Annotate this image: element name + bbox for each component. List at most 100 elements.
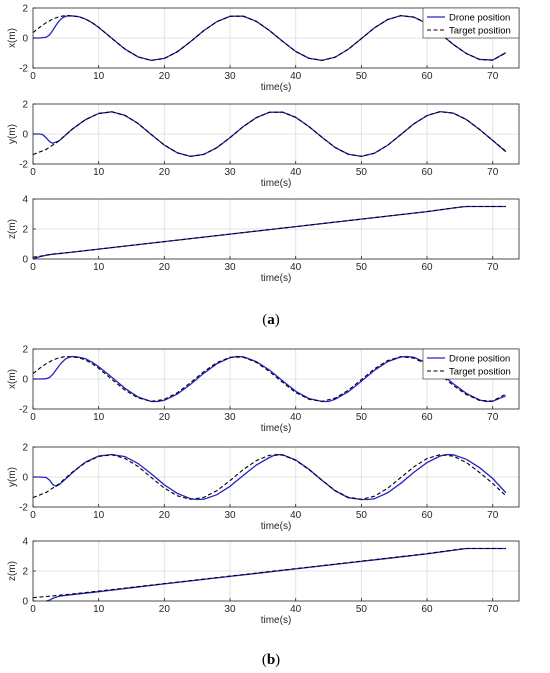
- drone-position-line: [33, 453, 507, 501]
- x-tick-label: 0: [30, 167, 36, 178]
- legend-target-label: Target position: [449, 367, 511, 378]
- x-tick-label: 0: [30, 412, 36, 423]
- x-tick-label: 0: [30, 604, 36, 615]
- x-tick-label: 70: [487, 412, 499, 423]
- y-tick-label: 2: [22, 345, 28, 356]
- drone-position-line: [33, 355, 507, 403]
- target-position-line: [32, 454, 507, 500]
- y-tick-label: 4: [22, 537, 28, 548]
- y-tick-label: -2: [19, 64, 28, 75]
- x-tick-label: 10: [93, 604, 105, 615]
- x-tick-label: 60: [421, 412, 433, 423]
- x-tick-label: 30: [224, 510, 236, 521]
- y-tick-label: 2: [22, 4, 28, 15]
- y-tick-label: 0: [22, 255, 28, 266]
- x-tick-label: 30: [224, 71, 236, 82]
- subplot-b-z: 0 10 20 30 40 50 60 70 0 2 4 time(s) z(m): [7, 537, 520, 626]
- x-tick-label: 70: [487, 510, 499, 521]
- x-tick-label: 60: [421, 510, 433, 521]
- x-tick-label: 60: [421, 71, 433, 82]
- x-tick-label: 40: [290, 604, 302, 615]
- x-tick-label: 50: [356, 262, 368, 273]
- caption-a: (a): [262, 312, 280, 328]
- x-tick-label: 60: [421, 604, 433, 615]
- x-tick-label: 40: [290, 510, 302, 521]
- x-tick-label: 70: [487, 167, 499, 178]
- y-tick-label: 2: [22, 100, 28, 111]
- caption-b: (b): [262, 652, 280, 668]
- y-tick-label: 0: [22, 130, 28, 141]
- y-axis-label: z(m): [7, 561, 18, 581]
- x-tick-label: 30: [224, 262, 236, 273]
- x-tick-label: 10: [93, 262, 105, 273]
- y-tick-label: 2: [22, 567, 28, 578]
- target-position-line: [32, 205, 506, 258]
- x-tick-label: 20: [159, 167, 171, 178]
- x-tick-label: 0: [30, 262, 36, 273]
- target-position-line: [32, 111, 507, 157]
- legend-drone-label: Drone position: [449, 13, 510, 24]
- y-tick-label: -2: [19, 503, 28, 514]
- x-tick-label: 60: [421, 262, 433, 273]
- x-axis-label: time(s): [261, 615, 292, 626]
- x-tick-label: 40: [290, 71, 302, 82]
- x-tick-label: 50: [356, 604, 368, 615]
- x-tick-label: 50: [356, 71, 368, 82]
- x-tick-label: 50: [356, 167, 368, 178]
- y-axis-label: x(m): [7, 28, 18, 48]
- x-tick-label: 10: [93, 167, 105, 178]
- y-tick-label: -2: [19, 405, 28, 416]
- x-tick-label: 30: [224, 604, 236, 615]
- target-position-line: [32, 355, 507, 402]
- x-tick-label: 70: [487, 71, 499, 82]
- x-tick-label: 20: [159, 604, 171, 615]
- legend-box: [422, 7, 520, 39]
- y-axis-label: y(m): [7, 467, 18, 487]
- x-tick-label: 10: [93, 71, 105, 82]
- legend: Drone position Target position: [422, 7, 520, 39]
- y-tick-label: 4: [22, 195, 28, 206]
- x-axis-label: time(s): [261, 521, 292, 532]
- legend-box: [422, 348, 520, 380]
- x-tick-label: 0: [30, 510, 36, 521]
- legend-target-label: Target position: [449, 26, 511, 37]
- x-tick-label: 0: [30, 71, 36, 82]
- y-axis-label: z(m): [7, 219, 18, 239]
- x-axis-label: time(s): [261, 423, 292, 434]
- x-tick-label: 20: [159, 262, 171, 273]
- x-tick-label: 30: [224, 412, 236, 423]
- x-tick-label: 20: [159, 510, 171, 521]
- legend-drone-label: Drone position: [449, 354, 510, 365]
- x-tick-label: 40: [290, 262, 302, 273]
- x-tick-label: 40: [290, 167, 302, 178]
- x-axis-label: time(s): [261, 82, 292, 93]
- y-tick-label: 0: [22, 597, 28, 608]
- subplot-a-z: 0 10 20 30 40 50 60 70 0 2 4 time(s) z(m): [7, 195, 520, 284]
- x-tick-label: 70: [487, 262, 499, 273]
- x-tick-label: 40: [290, 412, 302, 423]
- x-tick-label: 30: [224, 167, 236, 178]
- y-tick-label: 2: [22, 443, 28, 454]
- x-tick-label: 50: [356, 412, 368, 423]
- x-tick-label: 50: [356, 510, 368, 521]
- y-tick-label: -2: [19, 160, 28, 171]
- y-axis-label: y(m): [7, 124, 18, 144]
- target-position-line: [32, 547, 506, 599]
- y-tick-label: 2: [22, 225, 28, 236]
- legend: Drone position Target position: [422, 348, 520, 380]
- x-tick-label: 60: [421, 167, 433, 178]
- x-tick-label: 10: [93, 412, 105, 423]
- x-tick-label: 10: [93, 510, 105, 521]
- y-tick-label: 0: [22, 473, 28, 484]
- target-position-line: [32, 14, 507, 61]
- y-axis-label: x(m): [7, 369, 18, 389]
- x-axis-label: time(s): [261, 273, 292, 284]
- x-tick-label: 70: [487, 604, 499, 615]
- x-tick-label: 20: [159, 71, 171, 82]
